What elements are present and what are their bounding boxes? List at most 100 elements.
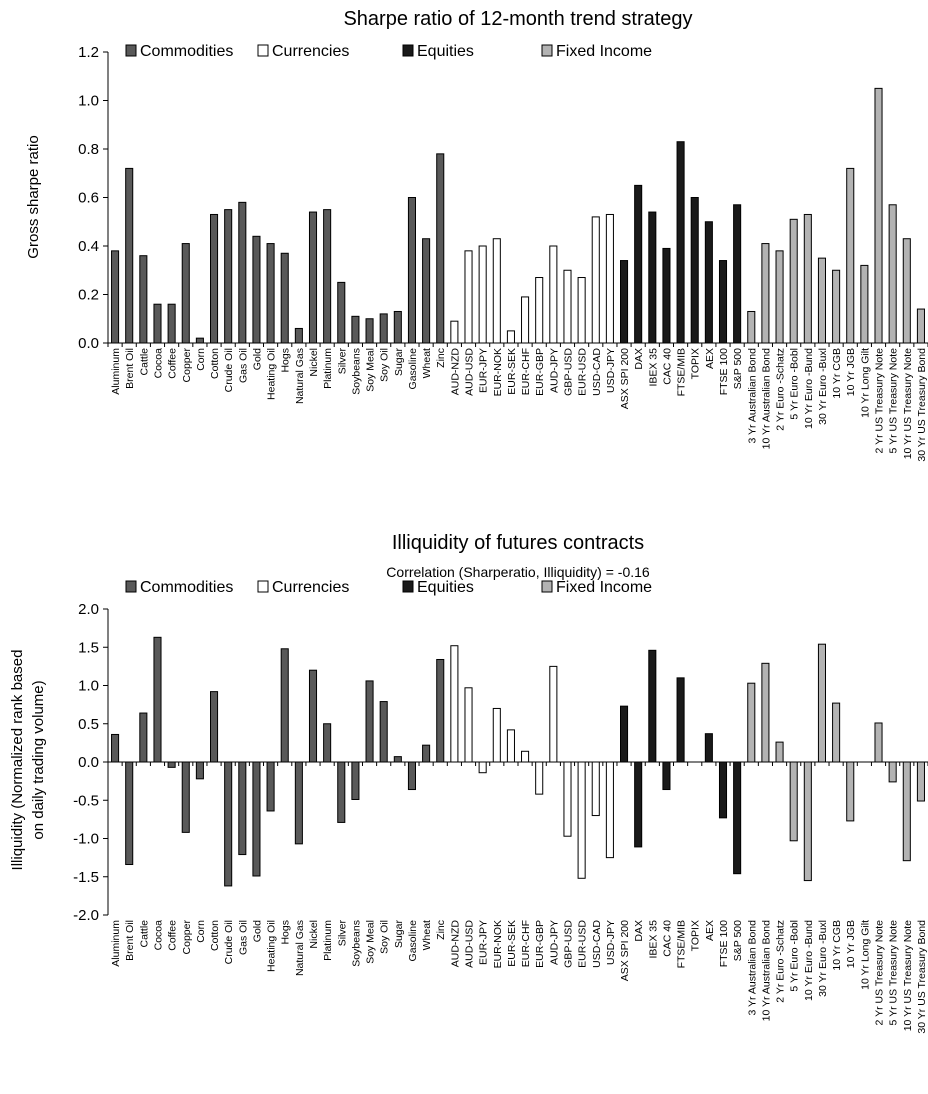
- bar: [436, 153, 445, 344]
- x-tick-label: GBP-USD: [562, 920, 574, 968]
- x-tick-label: 10 Yr CGB: [831, 348, 843, 399]
- sharpe-ratio-panel: Sharpe ratio of 12-month trend strategy G…: [25, 8, 928, 462]
- x-tick-label: EUR-SEK: [506, 920, 518, 967]
- bar: [167, 303, 176, 344]
- x-tick-label: 30 Yr Euro -Buxl: [817, 348, 829, 425]
- bar: [733, 204, 742, 344]
- y-tick-label: -1.5: [73, 869, 99, 886]
- x-tick-label: Cotton: [209, 348, 221, 379]
- bar: [789, 218, 798, 344]
- bar: [662, 761, 671, 791]
- x-tick-label: 5 Yr Euro -Bobl: [789, 920, 801, 992]
- x-tick-label: USD-CAD: [591, 920, 603, 968]
- bar: [718, 761, 728, 819]
- x-tick-label: AUD-NZD: [449, 920, 461, 968]
- x-tick-label: Silver: [336, 348, 348, 375]
- chart-title: Sharpe ratio of 12-month trend strategy: [343, 8, 692, 30]
- legend-item: Fixed Income: [541, 43, 652, 60]
- x-tick-label: AUD-USD: [464, 920, 476, 968]
- bar: [280, 648, 289, 763]
- bar: [916, 308, 925, 344]
- bar: [535, 277, 544, 344]
- x-tick-label: Natural Gas: [294, 920, 306, 976]
- bar: [238, 761, 247, 856]
- y-tick-label: 0.8: [78, 141, 99, 158]
- y-tick-label: 0.4: [78, 238, 99, 255]
- bar: [308, 211, 318, 344]
- x-tick-label: 10 Yr JGB: [845, 920, 857, 968]
- x-tick-label: Soy Meal: [365, 920, 377, 964]
- x-tick-label: 2 Yr Euro -Schatz: [775, 920, 787, 1003]
- x-tick-label: Gasoline: [407, 920, 419, 962]
- bar: [676, 677, 685, 763]
- bar: [832, 269, 841, 344]
- bar: [210, 213, 219, 344]
- x-tick-label: EUR-NOK: [492, 920, 504, 968]
- x-tick-label: AUD-JPY: [548, 348, 560, 393]
- x-tick-label: Crude Oil: [223, 920, 235, 964]
- x-tick-label: Gold: [251, 348, 263, 370]
- bar: [407, 197, 416, 344]
- y-tick-label: 0.0: [78, 754, 99, 771]
- y-tick-label: 0.2: [78, 287, 99, 304]
- x-tick-label: DAX: [633, 348, 645, 370]
- bar: [605, 213, 614, 344]
- bar: [634, 184, 643, 344]
- bar: [393, 310, 402, 344]
- x-tick-label: AUD-JPY: [548, 920, 560, 965]
- y-tick-label: 1.0: [78, 678, 99, 695]
- bar: [916, 761, 925, 802]
- legend-swatch: [125, 44, 137, 57]
- x-tick-label: 3 Yr Australian Bond: [746, 920, 758, 1016]
- x-tick-label: EUR-CHF: [520, 920, 532, 967]
- x-tick-label: Coffee: [167, 920, 179, 951]
- x-tick-label: 10 Yr Australian Bond: [760, 920, 772, 1022]
- legend-label: Equities: [417, 43, 474, 60]
- bar: [379, 701, 388, 763]
- x-tick-label: Coffee: [167, 348, 179, 379]
- x-tick-label: GBP-USD: [562, 348, 574, 396]
- y-tick-label: 1.2: [78, 44, 99, 61]
- x-tick-label: AEX: [704, 920, 716, 941]
- x-tick-label: 30 Yr US Treasury Bond: [916, 348, 928, 462]
- legend-swatch: [257, 44, 269, 57]
- bar: [817, 257, 826, 344]
- x-tick-label: Wheat: [421, 348, 433, 378]
- bar: [591, 761, 600, 817]
- bar: [464, 250, 473, 344]
- bar: [436, 658, 445, 763]
- x-tick-label: Sugar: [393, 920, 405, 949]
- x-tick-label: Soy Oil: [379, 348, 391, 382]
- legend-label: Commodities: [140, 579, 233, 596]
- x-tick-label: Copper: [181, 348, 193, 383]
- x-tick-label: EUR-USD: [577, 920, 589, 968]
- x-tick-label: FTSE 100: [718, 920, 730, 967]
- x-tick-label: Soybeans: [350, 920, 362, 967]
- legend-item: Fixed Income: [541, 579, 652, 596]
- bar: [648, 649, 657, 763]
- y-tick-label: 1.0: [78, 93, 99, 110]
- bar: [506, 729, 515, 763]
- bar: [393, 756, 402, 763]
- bar: [605, 761, 614, 859]
- x-tick-label: 5 Yr Euro -Bobl: [789, 348, 801, 420]
- x-tick-label: TOPIX: [690, 348, 702, 379]
- bar: [252, 761, 261, 877]
- bar: [789, 761, 798, 842]
- bar: [662, 247, 671, 344]
- y-axis-label-line: on daily trading volume): [30, 680, 47, 839]
- bar: [351, 315, 360, 344]
- bar: [379, 313, 388, 344]
- x-tick-label: EUR-JPY: [478, 920, 490, 965]
- x-tick-label: Brent Oil: [124, 920, 136, 961]
- bar: [266, 761, 275, 812]
- x-tick-label: Gold: [251, 920, 263, 942]
- x-tick-label: 2 Yr Euro -Schatz: [775, 348, 787, 431]
- x-tick-label: Hogs: [280, 920, 292, 945]
- x-tick-label: Nickel: [308, 348, 320, 377]
- legend-label: Currencies: [272, 579, 349, 596]
- bar: [266, 243, 275, 344]
- bar: [775, 250, 784, 344]
- bar: [888, 761, 897, 783]
